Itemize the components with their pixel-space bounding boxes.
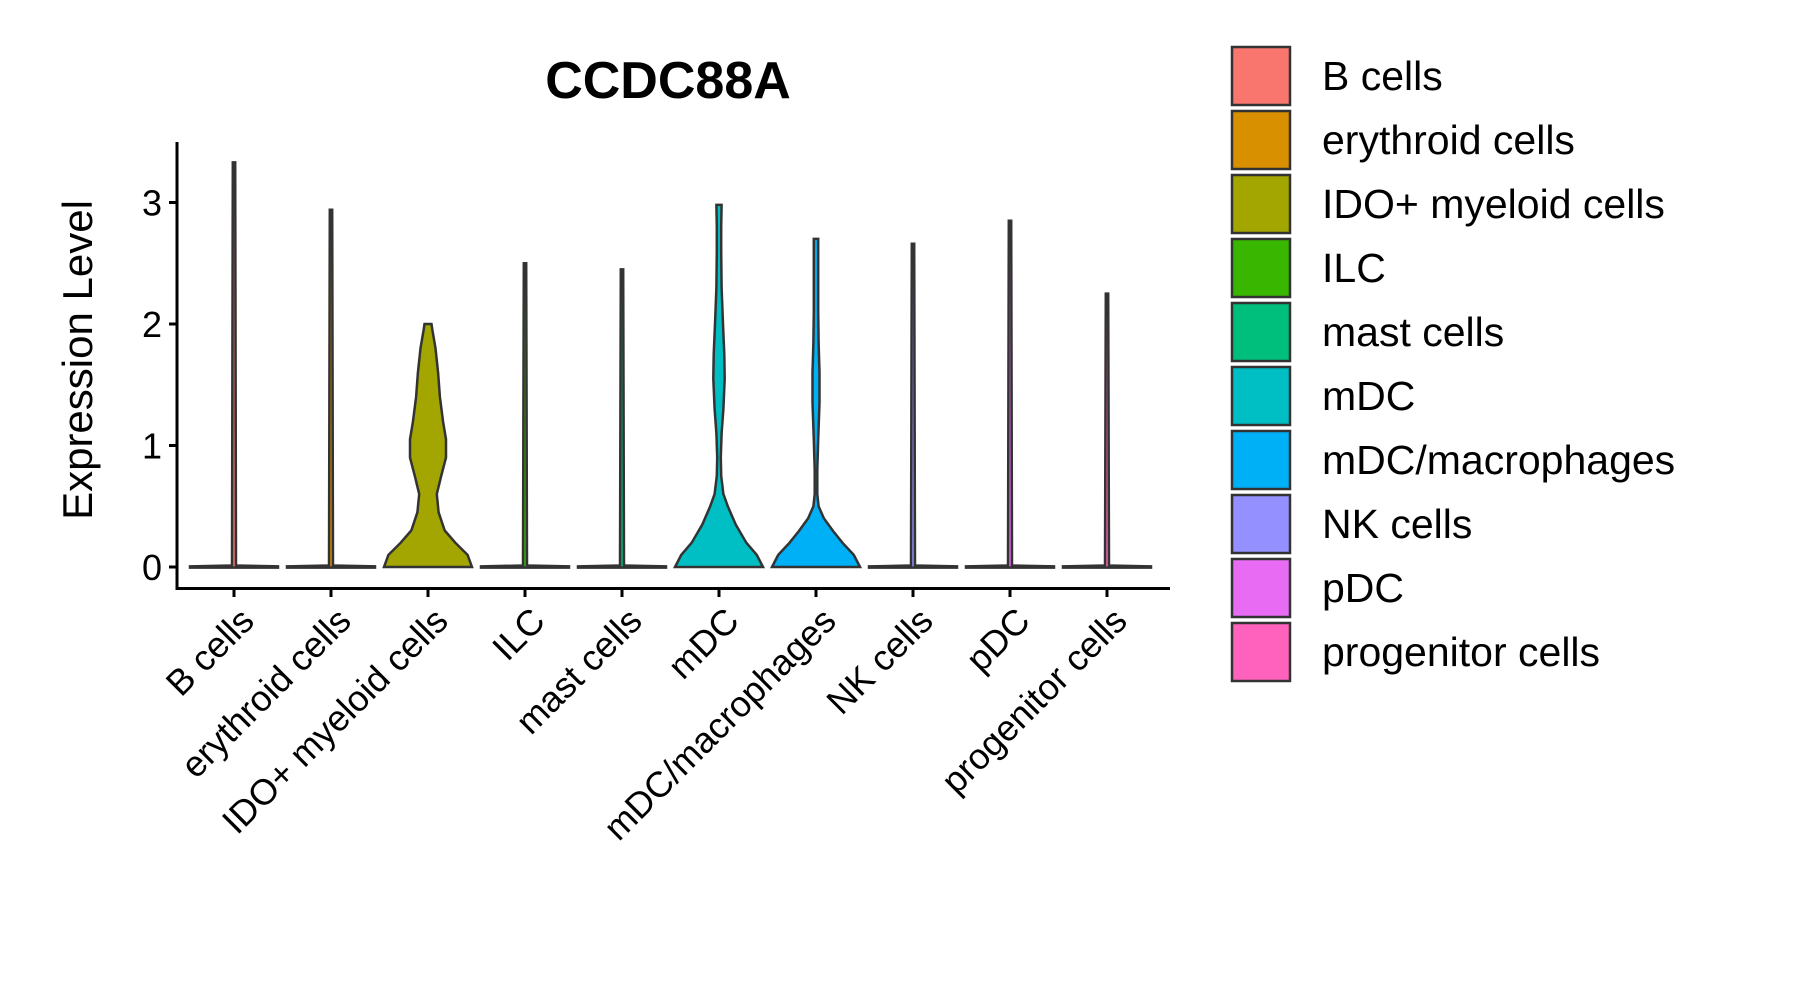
legend-key-mast-cells bbox=[1230, 301, 1292, 363]
legend-label: pDC bbox=[1322, 565, 1404, 611]
y-ticks: 0 1 2 3 bbox=[142, 183, 177, 588]
violin-mast-cells bbox=[576, 268, 668, 569]
legend-label: mast cells bbox=[1322, 309, 1504, 355]
violin-progenitor-cells bbox=[1061, 292, 1153, 569]
legend: B cells erythroid cells IDO+ myeloid cells… bbox=[1230, 45, 1675, 683]
legend-label: mDC bbox=[1322, 373, 1415, 419]
x-tick-label: pDC bbox=[958, 600, 1038, 680]
y-tick-label: 0 bbox=[142, 547, 162, 588]
x-tick-label: NK cells bbox=[818, 600, 940, 722]
violin-ido-myeloid-cells bbox=[382, 322, 474, 569]
legend-key-b-cells bbox=[1230, 45, 1292, 107]
y-tick-label: 3 bbox=[142, 183, 162, 224]
legend-key-ilc bbox=[1230, 237, 1292, 299]
legend-label: NK cells bbox=[1322, 501, 1472, 547]
legend-key-nk-cells bbox=[1230, 493, 1292, 555]
violin-layer bbox=[188, 161, 1153, 569]
legend-key-ido-myeloid-cells bbox=[1230, 173, 1292, 235]
y-axis-label: Expression Level bbox=[54, 200, 101, 520]
legend-key-erythroid-cells bbox=[1230, 109, 1292, 171]
violin-erythroid-cells bbox=[285, 208, 377, 569]
legend-key-mdc-macrophages bbox=[1230, 429, 1292, 491]
x-tick-label: mDC bbox=[660, 600, 747, 687]
violin-nk-cells bbox=[867, 242, 959, 569]
violin-b-cells bbox=[188, 161, 280, 569]
y-tick-label: 2 bbox=[142, 304, 162, 345]
y-tick-label: 1 bbox=[142, 426, 162, 467]
legend-label: ILC bbox=[1322, 245, 1386, 291]
legend-label: erythroid cells bbox=[1322, 117, 1575, 163]
legend-key-mdc bbox=[1230, 365, 1292, 427]
legend-key-pdc bbox=[1230, 557, 1292, 619]
legend-label: mDC/macrophages bbox=[1322, 437, 1675, 483]
chart-title: CCDC88A bbox=[545, 52, 791, 110]
legend-label: B cells bbox=[1322, 53, 1443, 99]
violin-mdc-macrophages bbox=[769, 237, 863, 569]
violin-mdc bbox=[672, 203, 766, 569]
axes bbox=[175, 142, 1170, 590]
legend-label: progenitor cells bbox=[1322, 629, 1600, 675]
legend-key-progenitor-cells bbox=[1230, 621, 1292, 683]
violin-pdc bbox=[964, 219, 1056, 569]
violin-ilc bbox=[479, 262, 571, 569]
x-tick-label: ILC bbox=[484, 600, 553, 669]
x-tick-label: erythroid cells bbox=[173, 600, 359, 786]
legend-label: IDO+ myeloid cells bbox=[1322, 181, 1665, 227]
